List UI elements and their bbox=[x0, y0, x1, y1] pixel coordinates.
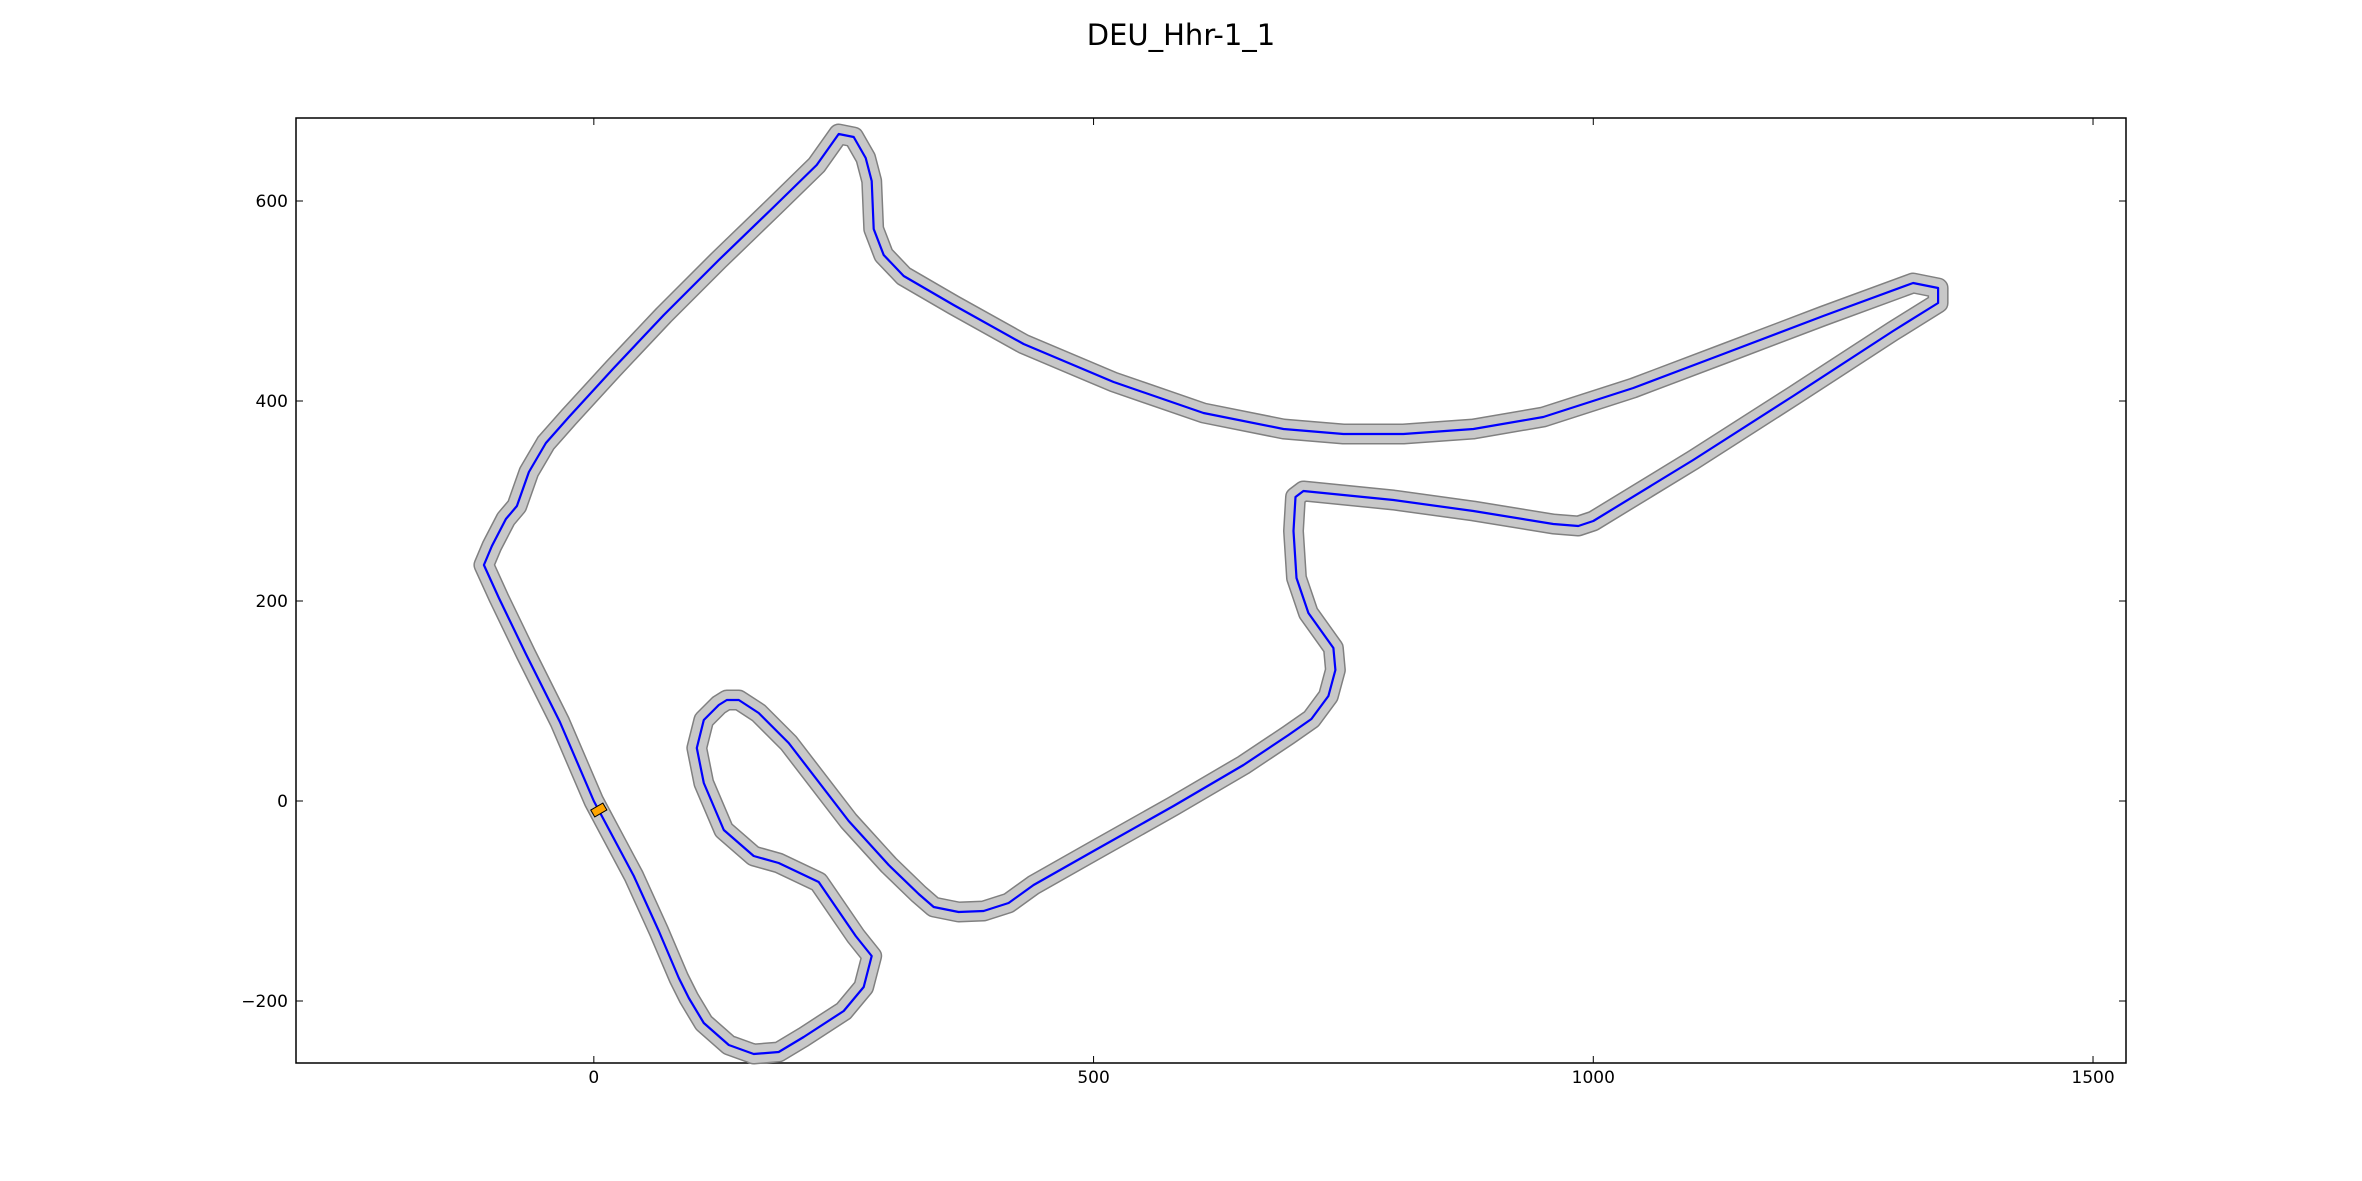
y-tick-label: −200 bbox=[241, 992, 288, 1012]
start-finish-marker bbox=[590, 802, 608, 818]
x-tick-label: 500 bbox=[1077, 1068, 1109, 1088]
y-tick-label: 400 bbox=[256, 392, 288, 412]
y-tick-label: 0 bbox=[277, 792, 288, 812]
x-tick-label: 0 bbox=[588, 1068, 599, 1088]
x-tick-label: 1000 bbox=[1572, 1068, 1615, 1088]
y-tick-label: 200 bbox=[256, 592, 288, 612]
track-centerline bbox=[482, 132, 1940, 1056]
chart-title: DEU_Hhr-1_1 bbox=[1086, 18, 1276, 52]
plot-frame bbox=[295, 117, 2127, 1064]
y-tick-label: 600 bbox=[256, 192, 288, 212]
x-tick-label: 1500 bbox=[2071, 1068, 2114, 1088]
